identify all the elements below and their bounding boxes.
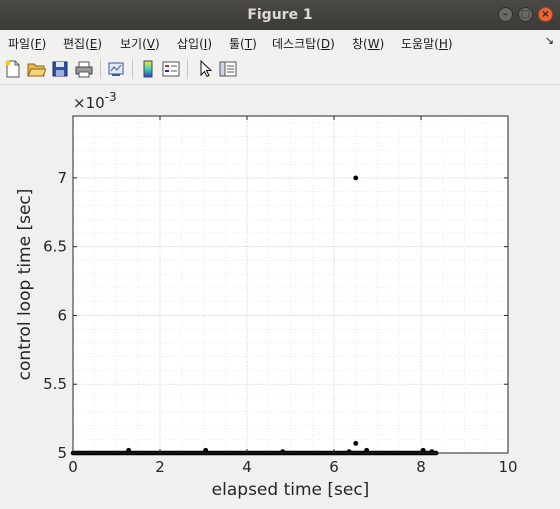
insert-legend-icon[interactable]	[161, 59, 181, 79]
axes-frame	[72, 115, 509, 454]
x-tick-label: 0	[68, 458, 78, 476]
menu-bar: 파일(F) 편집(E) 보기(V) 삽입(I) 툴(T) 데스크탑(D) 창(W…	[0, 30, 560, 54]
y-exponent-label: ×10-3	[73, 90, 117, 112]
data-point	[353, 175, 359, 181]
window-titlebar: Figure 1 – □ ×	[0, 0, 560, 30]
menu-insert[interactable]: 삽입(I)	[177, 37, 212, 51]
scatter-chart[interactable]: 0 2 4 6 8 10 5 5.5 6 6.5 7 ×10-3 elapsed time [sec…	[0, 85, 560, 505]
tick-labels: 0 2 4 6 8 10 5 5.5 6 6.5 7	[43, 169, 517, 476]
window-title: Figure 1	[247, 7, 313, 23]
close-button[interactable]: ×	[538, 7, 553, 22]
data-point	[364, 447, 370, 453]
x-tick-label: 10	[498, 458, 517, 476]
open-file-icon[interactable]	[26, 59, 46, 79]
y-tick-label: 5.5	[43, 375, 67, 393]
y-tick-label: 5	[57, 444, 67, 462]
figure-canvas: 0 2 4 6 8 10 5 5.5 6 6.5 7 ×10-3 elapsed time [sec…	[0, 85, 560, 505]
axis-ticks	[72, 116, 509, 454]
x-tick-label: 4	[242, 458, 252, 476]
menu-file[interactable]: 파일(F)	[8, 37, 47, 51]
menu-desktop[interactable]: 데스크탑(D)	[272, 37, 335, 51]
menu-window[interactable]: 창(W)	[352, 37, 385, 51]
data-point	[420, 447, 426, 453]
menu-tools[interactable]: 툴(T)	[229, 37, 257, 51]
x-axis-label: elapsed time [sec]	[212, 480, 370, 500]
y-tick-label: 6	[57, 306, 67, 324]
figure-toolbar	[0, 54, 560, 85]
save-icon[interactable]	[50, 59, 70, 79]
print-icon[interactable]	[74, 59, 94, 79]
new-figure-icon[interactable]	[3, 59, 23, 79]
data-point	[203, 447, 209, 453]
x-tick-label: 6	[329, 458, 339, 476]
open-property-inspector-icon[interactable]	[218, 59, 238, 79]
x-tick-label: 8	[416, 458, 426, 476]
y-tick-label: 6.5	[43, 238, 67, 256]
y-axis-label: control loop time [sec]	[15, 189, 35, 381]
link-plot-icon[interactable]	[106, 59, 126, 79]
menu-help[interactable]: 도움말(H)	[401, 37, 453, 51]
menu-view[interactable]: 보기(V)	[120, 37, 160, 51]
insert-colorbar-icon[interactable]	[138, 59, 158, 79]
minimize-button[interactable]: –	[498, 7, 513, 22]
x-tick-label: 2	[155, 458, 165, 476]
data-point	[353, 440, 359, 446]
y-tick-label: 7	[57, 169, 67, 187]
menu-overflow-icon[interactable]: ↘	[544, 34, 554, 47]
edit-plot-arrow-icon[interactable]	[195, 59, 215, 79]
menu-edit[interactable]: 편집(E)	[63, 37, 103, 51]
maximize-button[interactable]: □	[518, 7, 533, 22]
data-point	[126, 447, 132, 453]
